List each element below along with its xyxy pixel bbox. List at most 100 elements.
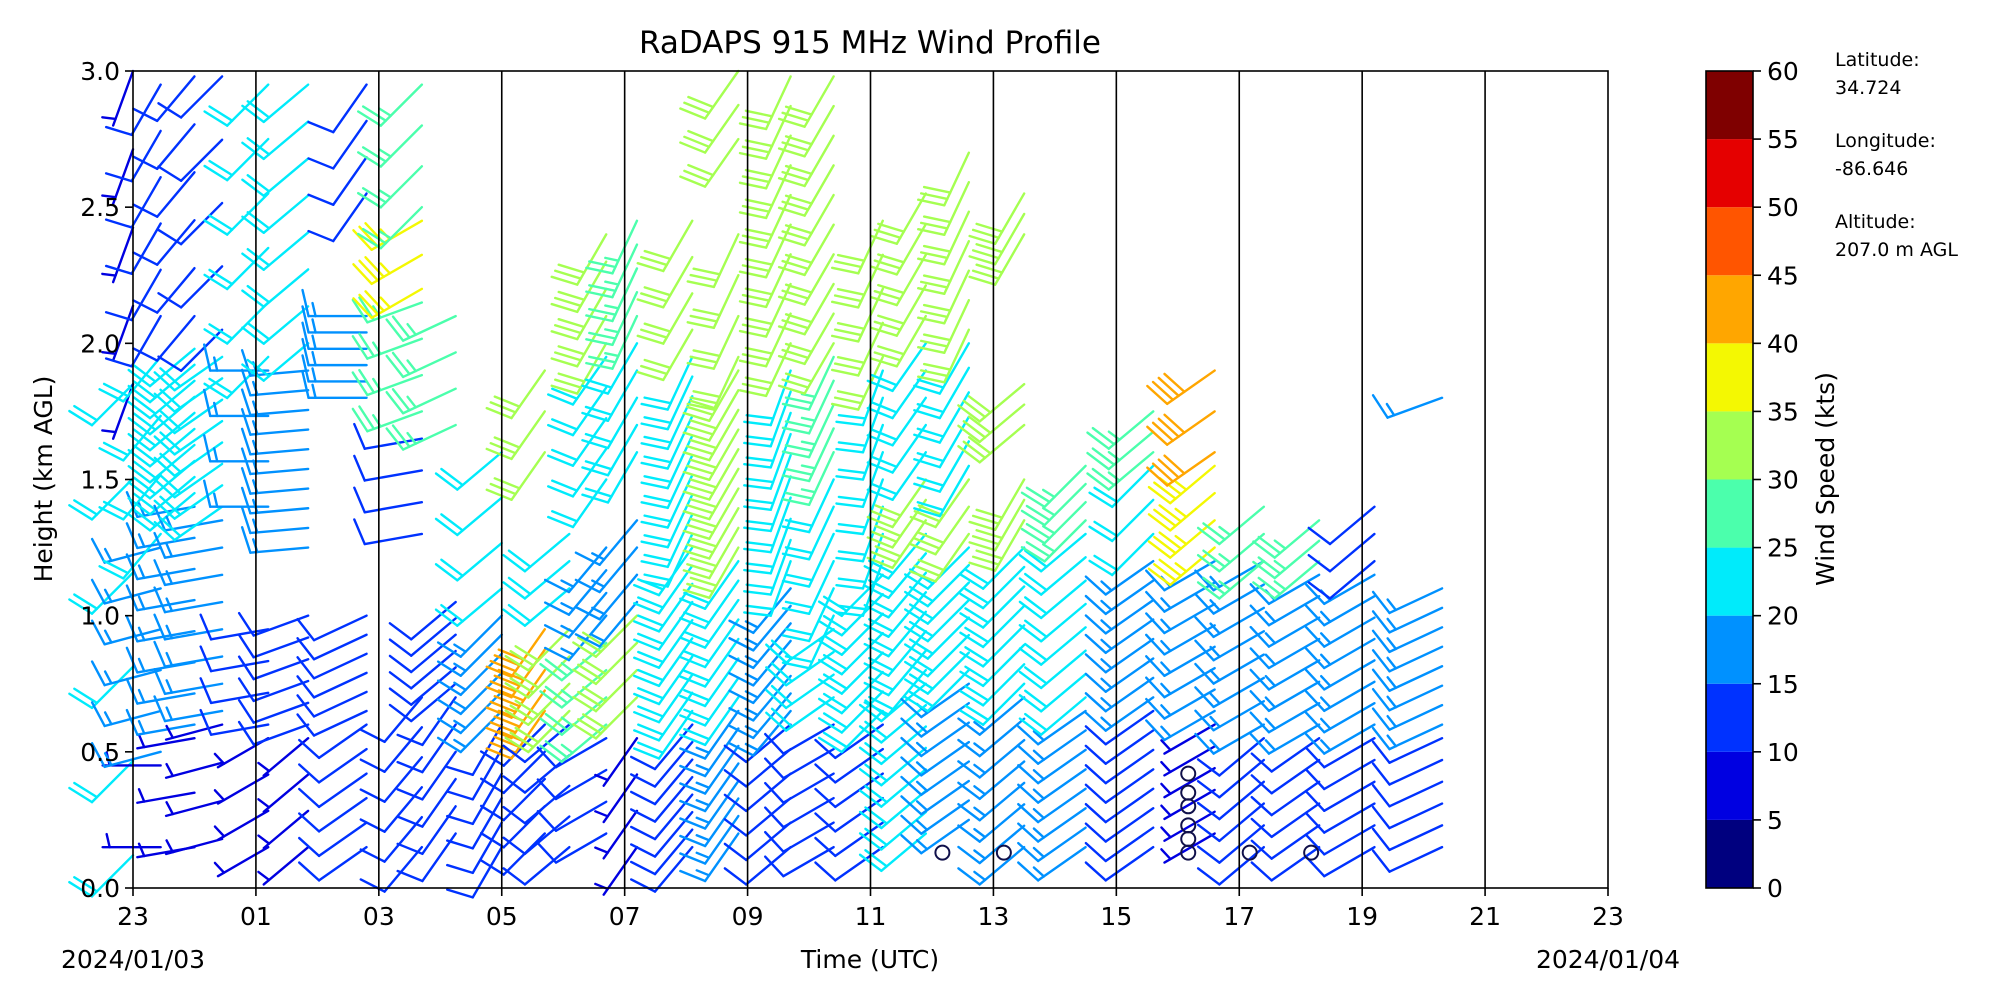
barb-flag <box>359 878 386 893</box>
barb-flag <box>814 738 837 760</box>
wind-barb <box>550 233 608 286</box>
wind-barb <box>351 332 424 360</box>
barb-staff <box>1218 780 1266 821</box>
barb-flag <box>153 520 176 542</box>
barb-flag <box>916 476 945 487</box>
colorbar-band <box>1706 275 1753 344</box>
barb-flag <box>962 420 987 439</box>
barb-flag <box>577 718 603 735</box>
barb-flag <box>633 692 661 706</box>
barb-half-flag <box>257 761 271 773</box>
barb-flag <box>770 707 794 728</box>
wind-barb <box>479 750 546 795</box>
barb-flag <box>763 781 785 804</box>
barb-flag <box>868 579 895 594</box>
barb-flag <box>1084 822 1107 843</box>
barb-flag <box>916 501 945 512</box>
barb-flag <box>784 105 813 116</box>
wind-barb <box>203 388 270 418</box>
barb-flag <box>682 588 711 600</box>
barb-staff <box>366 410 424 433</box>
wind-barb <box>104 83 162 137</box>
barb-staff <box>861 478 884 536</box>
barb-staff <box>502 750 546 795</box>
wind-barb <box>136 788 196 804</box>
barb-flag <box>870 482 898 496</box>
wind-barb <box>957 845 1026 886</box>
barb-half-flag <box>1160 739 1172 752</box>
wind-barb <box>723 772 792 813</box>
barb-flag <box>868 598 895 614</box>
barb-flag <box>1196 758 1221 777</box>
barb-staff <box>666 434 694 490</box>
barb-flag <box>863 623 890 638</box>
barb-staff <box>216 809 270 842</box>
barb-flag <box>1084 744 1107 765</box>
wind-barb <box>781 478 835 534</box>
wind-barb <box>870 284 928 337</box>
barb-flag <box>588 331 617 340</box>
barb-flag <box>1257 535 1282 555</box>
wind-barb <box>101 148 135 205</box>
barb-flag <box>574 578 601 594</box>
barb-flag <box>633 602 661 615</box>
barb-flag <box>240 467 252 495</box>
wind-barb <box>763 747 835 780</box>
barb-flag <box>364 290 385 313</box>
barb-flag <box>636 370 665 382</box>
wind-barb <box>913 464 971 518</box>
barb-flag <box>728 724 755 740</box>
barb-staff <box>155 75 196 123</box>
barb-half-flag <box>1264 674 1277 688</box>
wind-barb <box>241 83 310 124</box>
wind-barb <box>1145 688 1216 720</box>
barb-half-flag <box>604 352 620 358</box>
barb-staff <box>708 467 740 521</box>
barb-staff <box>209 691 270 705</box>
barb-flag <box>237 720 255 746</box>
barb-flag <box>835 529 865 536</box>
barb-flag <box>743 611 772 617</box>
wind-barb <box>396 723 457 774</box>
wind-barb <box>814 796 884 833</box>
barb-flag <box>784 313 813 324</box>
barb-flag <box>864 742 888 761</box>
wind-barb <box>909 532 971 583</box>
barb-staff <box>179 138 224 182</box>
colorbar-band <box>1706 819 1753 888</box>
barb-flag <box>581 493 610 504</box>
barb-staff <box>993 192 1026 245</box>
wind-barb <box>781 403 835 459</box>
wind-barb <box>863 649 928 697</box>
barb-staff <box>173 462 224 499</box>
barb-staff <box>370 287 424 320</box>
barb-staff <box>163 600 224 614</box>
wind-barb <box>594 737 639 787</box>
barb-flag <box>577 690 603 708</box>
barb-staff <box>379 83 424 127</box>
barb-flag <box>913 482 942 493</box>
barb-staff <box>216 845 270 878</box>
wind-barb <box>388 666 457 706</box>
barb-flag <box>643 494 672 503</box>
barb-flag <box>903 590 930 608</box>
barb-staff <box>703 618 740 669</box>
barb-flag <box>361 146 387 163</box>
barb-staff <box>803 312 835 366</box>
barb-flag <box>866 434 894 447</box>
wind-barb <box>640 493 694 549</box>
wind-barb <box>132 219 196 266</box>
barb-flag <box>959 670 985 688</box>
barb-flag <box>544 658 569 677</box>
barb-half-flag <box>800 464 817 470</box>
barb-flag <box>203 273 229 291</box>
barb-flag <box>159 409 182 431</box>
barb-flag <box>550 330 579 341</box>
barb-flag <box>640 579 669 588</box>
wind-barb <box>1160 723 1216 755</box>
barb-flag <box>957 781 981 801</box>
wind-barb <box>164 837 224 856</box>
barb-flag <box>1371 849 1391 873</box>
wind-barb <box>903 563 971 608</box>
barb-flag <box>1088 559 1114 577</box>
